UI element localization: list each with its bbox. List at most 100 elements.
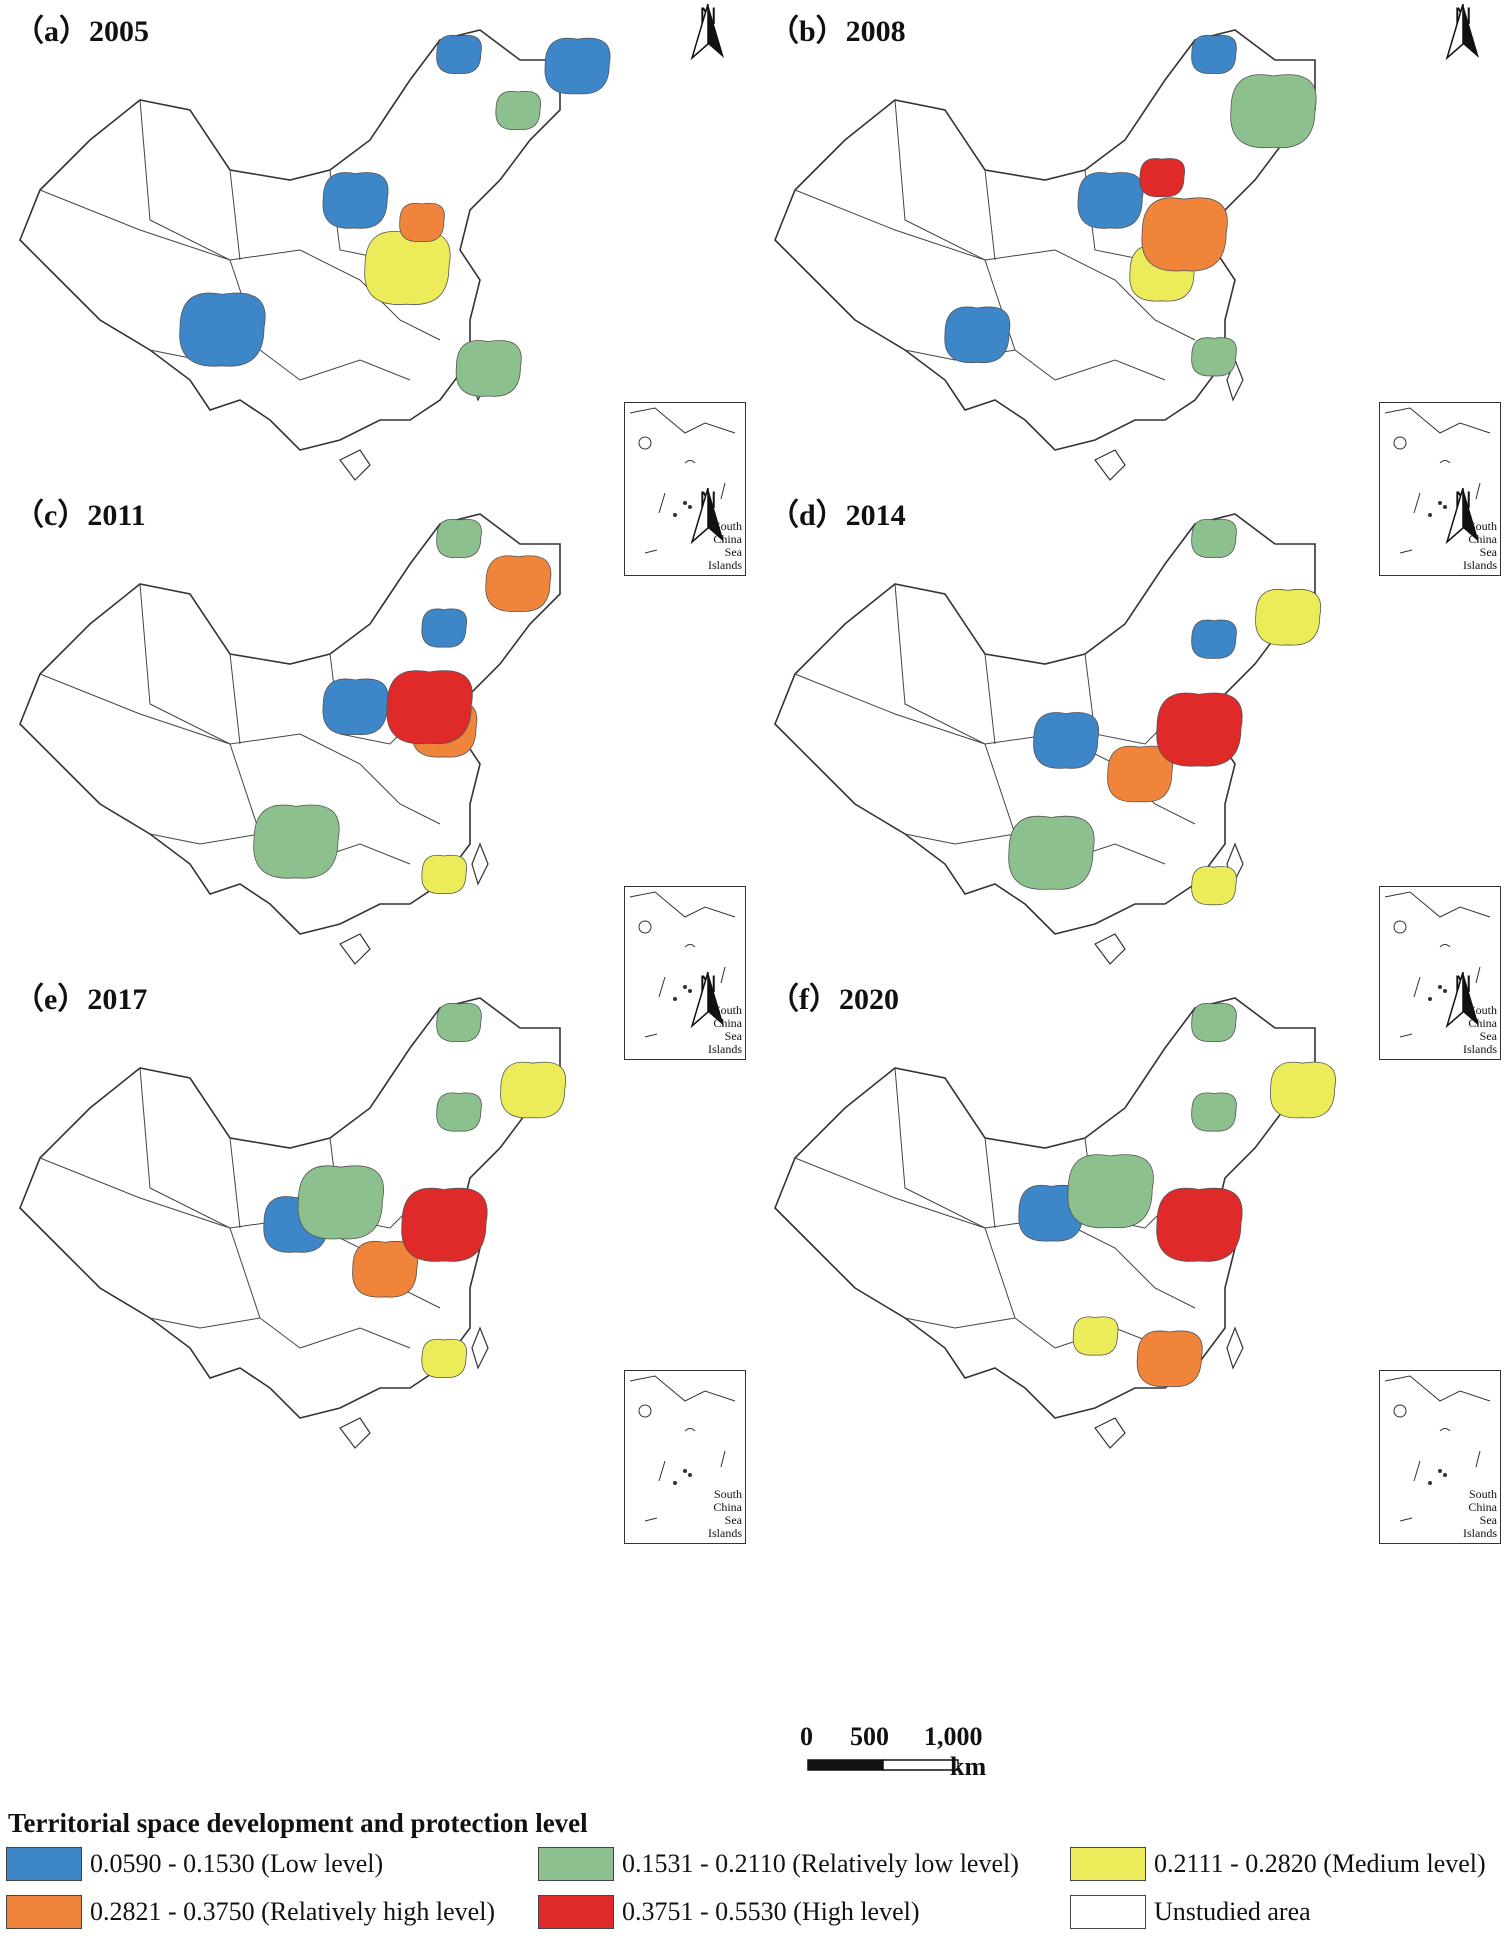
region-relatively-low [1067, 1154, 1154, 1229]
region-relatively-low [436, 1002, 482, 1042]
hainan-island [339, 1417, 371, 1449]
hainan-island [1094, 449, 1126, 481]
hainan-island [1094, 1417, 1126, 1449]
region-relatively-low [1191, 1002, 1237, 1042]
province-border-2 [39, 673, 231, 745]
taiwan-island [471, 842, 489, 886]
province-border-7 [904, 1317, 1016, 1329]
legend-label: Unstudied area [1154, 1897, 1311, 1926]
region-relatively-low [1008, 815, 1095, 890]
province-border-6 [299, 1327, 411, 1349]
china-map [774, 29, 1317, 481]
north-arrow-icon: N [688, 972, 728, 1062]
region-relatively-low [436, 518, 482, 558]
region-relatively-low [436, 1092, 482, 1132]
legend-swatch [6, 1895, 82, 1929]
region-relatively-high [1107, 745, 1174, 803]
china-map [774, 513, 1322, 965]
scale-bar: 0 500 1,000 km [800, 1722, 1000, 1782]
panel-title: （b）2008 [769, 15, 906, 48]
province-border-1 [229, 169, 241, 261]
province-border-2 [794, 673, 986, 745]
legend-item-relatively-high: 0.2821 - 0.3750 (Relatively high level) [6, 1892, 495, 1932]
south-china-sea-inset: South China Sea Islands [1379, 1370, 1501, 1544]
province-border-7 [149, 833, 261, 845]
map-panel-0: （a）2005NSouthChinaSeaIslands [0, 0, 752, 605]
inset-label: South China Sea Islands [708, 519, 742, 572]
province-border-2 [39, 189, 231, 261]
region-low [944, 306, 1011, 364]
china-map [774, 997, 1336, 1449]
region-relatively-low [253, 804, 340, 879]
region-low [1077, 172, 1144, 229]
region-relatively-high [399, 202, 445, 242]
legend-title: Territorial space development and protec… [8, 1808, 588, 1838]
province-border-1 [984, 1137, 996, 1229]
province-border-0 [894, 583, 1056, 745]
region-high [1156, 692, 1243, 767]
taiwan-island [1226, 1326, 1244, 1370]
taiwan-island [471, 1326, 489, 1370]
region-relatively-high [1141, 197, 1228, 272]
legend-item-relatively-low: 0.1531 - 0.2110 (Relatively low level) [538, 1844, 1019, 1884]
country-outline [19, 29, 561, 451]
inset-label: South China Sea Islands [708, 1487, 742, 1540]
north-arrow-icon: N [1443, 4, 1483, 94]
region-medium [1191, 866, 1237, 906]
province-border-1 [229, 1137, 241, 1229]
region-relatively-low [495, 90, 542, 130]
legend-swatch [6, 1847, 82, 1881]
region-low [1191, 34, 1237, 74]
scale-label-1000: 1,000 [924, 1722, 983, 1751]
legend-label: 0.2821 - 0.3750 (Relatively high level) [90, 1897, 496, 1926]
region-relatively-high [485, 555, 552, 612]
province-border-4 [299, 733, 441, 825]
province-border-4 [1054, 1217, 1196, 1309]
hainan-island [339, 449, 371, 481]
legend-swatch [538, 1895, 614, 1929]
province-border-1 [229, 653, 241, 745]
region-low [1033, 712, 1100, 769]
legend-item-unstudied: Unstudied area [1070, 1892, 1311, 1932]
province-border-0 [139, 99, 301, 261]
region-medium [1072, 1316, 1119, 1356]
north-arrow-icon: N [688, 4, 728, 94]
south-china-sea-inset: South China Sea Islands [1379, 886, 1501, 1060]
scale-label-0: 0 [800, 1722, 813, 1751]
province-border-2 [794, 189, 986, 261]
legend-label: 0.1531 - 0.2110 (Relatively low level) [622, 1849, 1019, 1878]
region-high [1139, 158, 1186, 198]
region-low [436, 34, 482, 74]
region-high [401, 1187, 488, 1262]
north-arrow-icon: N [688, 488, 728, 578]
legend-label: 0.2111 - 0.2820 (Medium level) [1154, 1849, 1486, 1878]
region-medium [364, 231, 451, 305]
region-medium [421, 854, 468, 894]
inset-label: South China Sea Islands [1463, 1003, 1497, 1056]
region-low [544, 37, 611, 95]
south-china-sea-inset: South China Sea Islands [624, 402, 746, 576]
region-relatively-low [297, 1165, 384, 1240]
province-border-2 [794, 1157, 986, 1229]
province-border-6 [299, 359, 411, 381]
region-low [179, 292, 266, 367]
province-border-0 [894, 99, 1056, 261]
china-map [19, 29, 611, 481]
region-relatively-low [455, 340, 522, 397]
panel-title: （e）2017 [14, 983, 148, 1016]
region-relatively-low [1191, 1092, 1237, 1132]
south-china-sea-inset: South China Sea Islands [624, 1370, 746, 1544]
panel-title: （a）2005 [14, 15, 149, 48]
legend-label: 0.0590 - 0.1530 (Low level) [90, 1849, 384, 1878]
south-china-sea-inset: South China Sea Islands [624, 886, 746, 1060]
north-arrow-icon: N [1443, 488, 1483, 578]
region-low [421, 608, 468, 648]
scale-label-500: 500 [850, 1722, 889, 1751]
region-relatively-high [1136, 1330, 1203, 1388]
legend-swatch [1070, 1895, 1146, 1929]
north-arrow-icon: N [1443, 972, 1483, 1062]
province-border-7 [904, 833, 1016, 845]
scale-bar-graphic [807, 1759, 959, 1771]
legend-swatch [538, 1847, 614, 1881]
